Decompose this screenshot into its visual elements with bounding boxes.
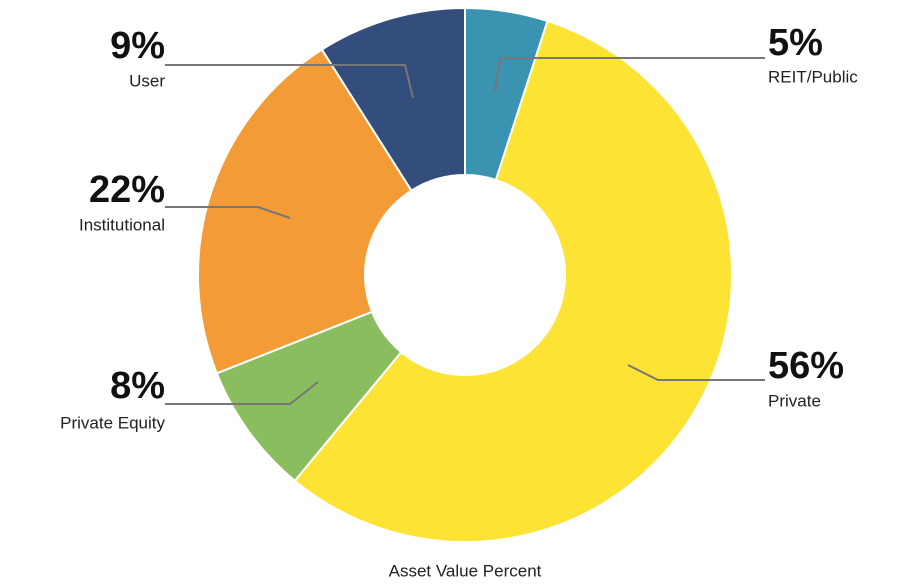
slice xyxy=(293,19,733,543)
slice-label: User xyxy=(129,71,165,90)
slice xyxy=(197,48,413,375)
leader-line xyxy=(165,206,291,219)
slice-label: Private Equity xyxy=(60,413,165,432)
slice-label: Private xyxy=(768,391,821,410)
value-label: 22% xyxy=(89,169,165,211)
value-label: 9% xyxy=(110,25,165,67)
leader-line xyxy=(494,57,765,93)
leader-line xyxy=(165,64,414,99)
slice-label: REIT/Public xyxy=(768,67,858,86)
value-label: 56% xyxy=(768,345,844,387)
slice-label: Institutional xyxy=(79,215,165,234)
leader-line xyxy=(627,364,765,381)
value-label: 5% xyxy=(768,22,823,64)
leader-line xyxy=(165,381,319,405)
value-label: 8% xyxy=(110,365,165,407)
slice xyxy=(320,6,466,192)
chart-title: Asset Value Percent xyxy=(389,561,542,580)
